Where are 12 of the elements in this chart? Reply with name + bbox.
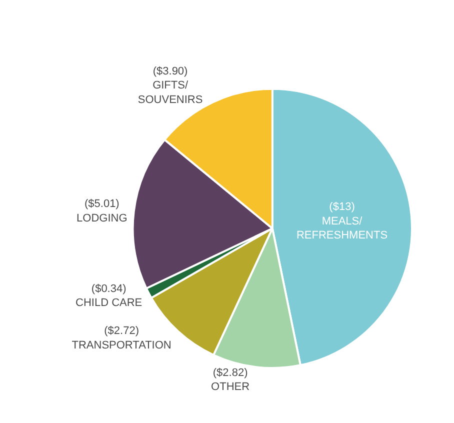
data-label: ($13)	[329, 201, 355, 214]
data-label: ($2.72)	[104, 325, 139, 338]
slice-label: CHILD CARE	[76, 297, 142, 310]
slice-label: TRANSPORTATION	[72, 340, 172, 352]
data-label: ($3.90)	[152, 65, 188, 78]
slice-label: LODGING	[76, 212, 128, 224]
slice-label: OTHER	[211, 381, 250, 394]
data-label: ($0.34)	[91, 282, 126, 295]
data-label: ($5.01)	[84, 198, 120, 210]
slice-label: MEALS/ REFRESHMENTS	[296, 215, 388, 242]
data-label: ($2.82)	[212, 366, 248, 379]
slice-label: GIFTS/ SOUVENIRS	[138, 80, 203, 106]
